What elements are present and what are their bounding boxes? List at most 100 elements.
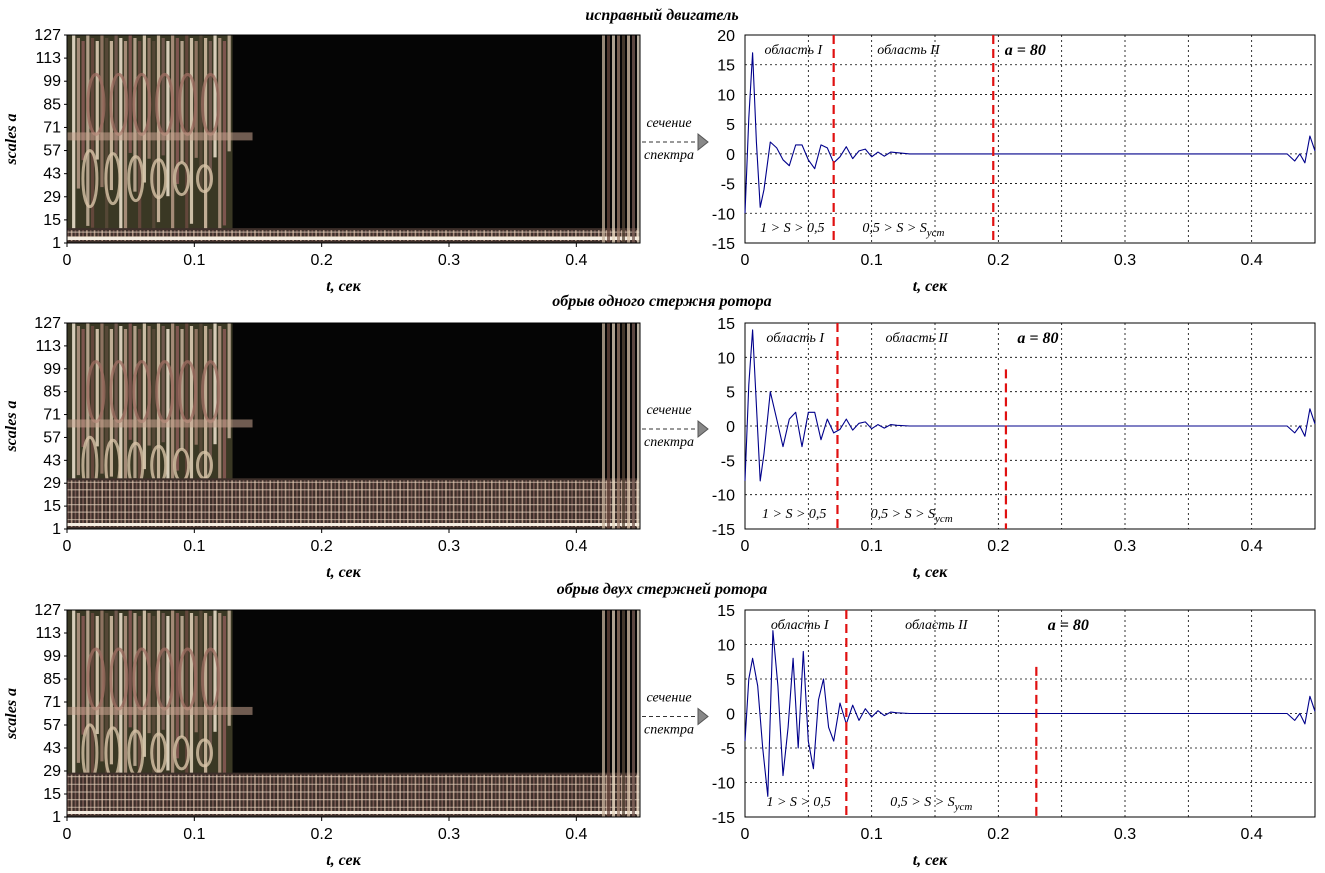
heatmap-lowscale-stripe: [280, 774, 283, 815]
heatmap-edge-stripe: [612, 35, 615, 243]
heatmap-lowscale-stripe: [483, 230, 485, 241]
heatmap-lowscale-stripe: [250, 774, 252, 815]
heatmap-lowscale-stripe: [296, 774, 298, 815]
heatmap-lowscale-stripe: [158, 480, 161, 527]
heatmap-lowscale-stripe: [273, 480, 275, 527]
heatmap-lowscale-stripe: [475, 774, 478, 815]
heatmap-lowscale-stripe: [426, 480, 428, 527]
y-tick-label: 113: [35, 625, 61, 642]
heatmap-lowscale-stripe: [112, 480, 115, 527]
heatmap-lowscale-stripe: [399, 480, 401, 527]
heatmap-stripe: [81, 616, 85, 735]
heatmap-stripe: [81, 41, 85, 161]
heatmap-lowscale-stripe: [116, 230, 119, 241]
heatmap-lowscale-stripe: [548, 230, 550, 241]
heatmap-lowscale-stripe: [269, 230, 272, 241]
heatmap-stripe: [95, 329, 99, 447]
heatmap-lowscale-stripe: [563, 774, 566, 815]
heatmap-lowscale-stripe: [578, 230, 581, 241]
heatmap-edge-stripe: [627, 323, 630, 529]
heatmap-lowscale-stripe: [208, 774, 210, 815]
heatmap-lowscale-stripe: [296, 230, 298, 241]
heatmap-lowscale-stripe: [215, 480, 218, 527]
heatmap-lowscale-stripe: [487, 774, 489, 815]
heatmap-lowscale-stripe: [636, 230, 638, 241]
heatmap-lowscale-stripe: [437, 774, 440, 815]
heatmap-lowscale-stripe: [67, 774, 69, 815]
heatmap-lowscale-stripe: [582, 230, 585, 241]
y-tick-label: -10: [712, 206, 735, 223]
heatmap-lowscale-stripe: [479, 480, 482, 527]
heatmap-stripe: [161, 613, 165, 730]
heatmap-lowscale-stripe: [426, 230, 428, 241]
heatmap-lowscale-stripe: [315, 230, 317, 241]
heatmap-lowscale-stripe: [529, 480, 531, 527]
heatmap-lowscale-stripe: [525, 230, 527, 241]
heatmap-frame: [66, 609, 641, 818]
heatmap-lowscale-stripe: [143, 480, 145, 527]
heatmap-lowscale-stripe: [345, 774, 348, 815]
heatmap-lowscale-stripe: [277, 774, 279, 815]
heatmap-lowscale-stripe: [544, 230, 547, 241]
heatmap-lowscale-stripe: [406, 230, 409, 241]
heatmap-lowscale-stripe: [109, 230, 111, 241]
heatmap-lowscale-stripe: [292, 774, 294, 815]
heatmap-lowscale-stripe: [475, 230, 478, 241]
heatmap-lowscale-stripe: [445, 480, 447, 527]
heatmap-stripe: [180, 329, 184, 450]
heatmap-lowscale-stripe: [334, 774, 336, 815]
heatmap-lowscale-stripe: [139, 230, 142, 241]
heatmap-lowscale-stripe: [219, 480, 222, 527]
heatmap-lowscale-stripe: [597, 774, 600, 815]
heatmap-lowscale-stripe: [170, 774, 172, 815]
heatmap-lowscale-stripe: [452, 480, 455, 527]
heatmap-edge-stripe: [612, 610, 615, 817]
heatmap-edge-stripe: [617, 610, 620, 817]
y-tick-label: 127: [34, 602, 61, 619]
region-label-2: область II: [905, 618, 969, 633]
heatmap-lowscale-stripe: [575, 230, 577, 241]
heatmap-lowscale-stripe: [89, 480, 92, 527]
heatmap-lowscale-stripe: [498, 480, 501, 527]
heatmap-lowscale-stripe: [391, 230, 394, 241]
x-tick-label: 0.1: [183, 826, 205, 843]
heatmap-lowscale-stripe: [471, 480, 474, 527]
heatmap-lowscale-stripe: [170, 480, 172, 527]
heatmap-lowscale-stripe: [273, 230, 275, 241]
heatmap-lowscale-stripe: [265, 774, 268, 815]
chart-title: обрыв одного стержня ротора: [552, 293, 771, 310]
heatmap-lowscale-stripe: [456, 230, 459, 241]
x-tick-label: 0.4: [565, 826, 587, 843]
heatmap-lowscale-stripe: [533, 774, 535, 815]
heatmap-stripe: [86, 610, 90, 800]
heatmap-lowscale-stripe: [433, 480, 436, 527]
condition-label-1: 1 > S > 0,5: [762, 507, 826, 522]
x-tick-label: 0.1: [861, 252, 883, 269]
heatmap-edge-stripe: [607, 610, 610, 817]
heatmap-lowscale-stripe: [200, 774, 203, 815]
heatmap-lowscale-stripe: [185, 480, 188, 527]
heatmap-lowscale-stripe: [128, 774, 130, 815]
heatmap-lowscale-stripe: [529, 774, 531, 815]
heatmap-lowscale-stripe: [410, 230, 413, 241]
y-tick-label: 29: [43, 475, 61, 492]
heatmap-lowscale-stripe: [510, 480, 512, 527]
heatmap-lowscale-stripe: [395, 230, 398, 241]
heatmap-lowscale-stripe: [235, 774, 237, 815]
heatmap-lowscale-stripe: [575, 774, 577, 815]
heatmap-lowscale-stripe: [552, 230, 554, 241]
heatmap-arch: [196, 738, 214, 768]
y-tick-label: 15: [43, 212, 61, 229]
x-tick-label: 0.3: [438, 826, 460, 843]
heatmap-lowscale-stripe: [86, 480, 88, 527]
y-tick-label: 113: [35, 50, 61, 67]
heatmap-lowscale-stripe: [460, 230, 463, 241]
heatmap-stripe: [161, 326, 165, 443]
heatmap-lowscale-stripe: [445, 774, 447, 815]
heatmap-stripe: [138, 616, 142, 817]
region-label-2: область II: [886, 331, 950, 346]
heatmap-lowscale-stripe: [582, 774, 585, 815]
heatmap-arch: [150, 158, 168, 200]
heatmap-lowscale-stripe: [582, 480, 585, 527]
heatmap-lowscale-stripe: [559, 480, 562, 527]
